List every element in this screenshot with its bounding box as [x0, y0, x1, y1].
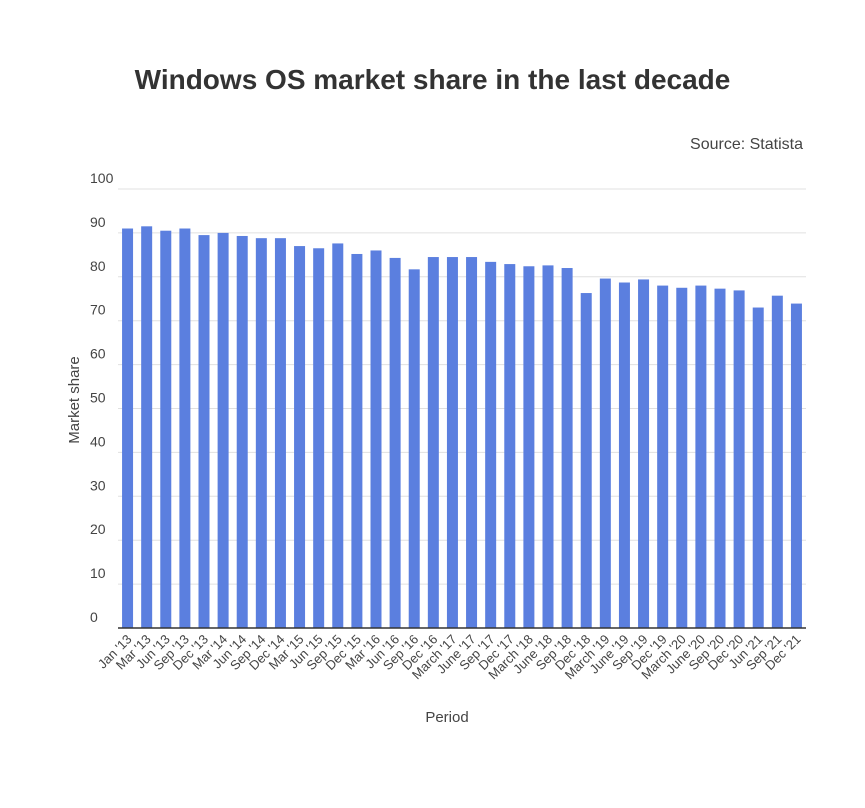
- bar: [790, 303, 802, 628]
- bar: [313, 248, 325, 628]
- bar: [618, 282, 630, 628]
- bar: [446, 257, 458, 628]
- bar: [523, 266, 535, 628]
- bar: [733, 290, 745, 628]
- bar: [236, 235, 248, 628]
- bar: [255, 238, 267, 628]
- bar: [580, 293, 592, 628]
- bar: [351, 253, 363, 629]
- bar: [638, 279, 650, 628]
- bar: [274, 238, 286, 628]
- chart-title: Windows OS market share in the last deca…: [134, 64, 731, 95]
- y-tick-label: 10: [90, 565, 106, 581]
- y-tick-label: 50: [90, 390, 106, 406]
- bar: [676, 287, 688, 628]
- bar: [408, 269, 420, 628]
- bar: [370, 250, 382, 628]
- bar: [122, 228, 134, 628]
- y-tick-label: 30: [90, 477, 106, 493]
- bar: [504, 264, 516, 628]
- y-tick-label: 70: [90, 302, 106, 318]
- bar: [657, 285, 669, 628]
- bar: [752, 307, 764, 628]
- y-tick-label: 80: [90, 258, 106, 274]
- y-tick-label: 20: [90, 521, 106, 537]
- bar: [389, 257, 401, 628]
- y-tick-label: 40: [90, 433, 106, 449]
- bar: [714, 288, 726, 628]
- bar: [771, 295, 783, 628]
- bar: [141, 226, 153, 628]
- y-tick-label: 90: [90, 214, 106, 230]
- bar: [332, 243, 344, 628]
- bar: [542, 265, 554, 628]
- x-axis-label: Period: [425, 709, 468, 726]
- bar: [217, 232, 229, 628]
- y-axis-label: Market share: [66, 356, 83, 444]
- bar: [427, 257, 439, 628]
- bar: [160, 230, 172, 628]
- bar: [561, 268, 573, 628]
- y-tick-label: 60: [90, 346, 106, 362]
- chart-source: Source: Statista: [690, 136, 803, 153]
- bar: [485, 261, 497, 628]
- y-tick-label: 100: [90, 170, 114, 186]
- bar: [198, 235, 210, 628]
- bar: [695, 285, 707, 628]
- bar: [599, 278, 611, 628]
- y-tick-label: 0: [90, 609, 98, 625]
- bar: [294, 246, 306, 628]
- bar: [179, 228, 191, 628]
- bar: [466, 257, 478, 628]
